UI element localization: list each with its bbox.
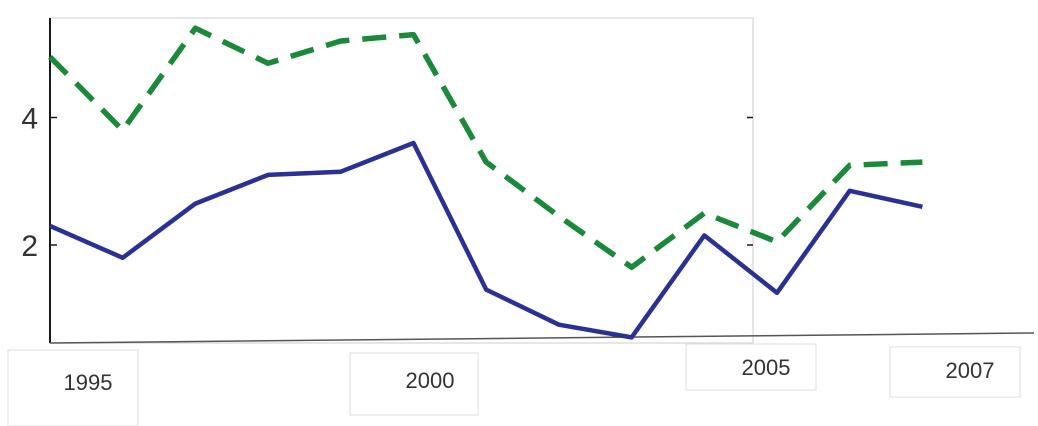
x-label-box [685, 343, 817, 391]
plot-frame [49, 17, 1035, 344]
x-tick-label: 1995 [64, 370, 113, 395]
series-2-line [48, 25, 923, 271]
y-axis-ticks: 24 [21, 103, 753, 263]
x-tick-label: 2000 [406, 368, 455, 393]
x-label-box [889, 346, 1021, 398]
y-tick-label: 2 [21, 230, 38, 263]
plot-border [49, 17, 754, 344]
series-lines [48, 25, 923, 340]
y-tick-label: 4 [21, 103, 38, 136]
x-axis-labels: 1995 2000 2005 2007 [7, 343, 1021, 426]
x-tick-label: 2007 [946, 358, 995, 383]
series-1-line [49, 140, 923, 340]
x-label-box [7, 349, 139, 426]
x-axis-line [49, 332, 1035, 344]
x-tick-label: 2005 [742, 355, 791, 380]
x-label-box [349, 352, 479, 416]
